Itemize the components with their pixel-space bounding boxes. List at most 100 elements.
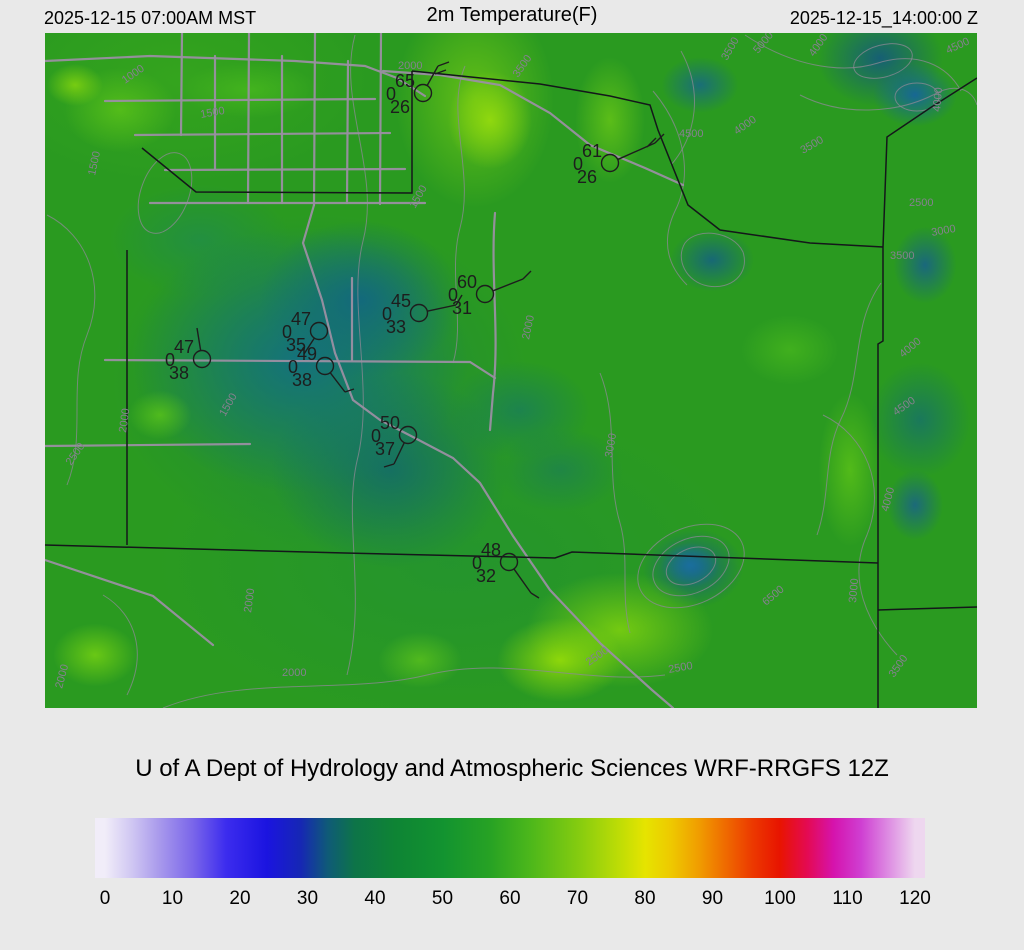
- colorbar-tick: 60: [499, 888, 521, 909]
- interstate-10-road: [301, 203, 675, 708]
- station-center-value: 0: [573, 154, 583, 174]
- station-circle-icon: [475, 284, 495, 304]
- station-dewpoint: 32: [476, 566, 496, 586]
- station-circle-icon: [315, 356, 335, 376]
- contour-elevation-label: 3500: [890, 250, 914, 262]
- contour-elevation-label: 2000: [117, 408, 132, 434]
- station-dewpoint: 26: [577, 167, 597, 187]
- contour-elevation-label: 3500: [511, 53, 535, 80]
- contour-elevation-label: 4000: [732, 114, 759, 138]
- contour-elevation-label: 1500: [199, 105, 225, 121]
- contour-elevation-label: 4500: [679, 128, 703, 140]
- wind-barb-icon: [427, 294, 463, 312]
- contour-elevation-label: 4000: [897, 335, 923, 360]
- station-circle-icon: [192, 349, 212, 369]
- colorbar-tick: 50: [431, 888, 454, 909]
- colorbar-tick: 20: [229, 888, 251, 909]
- station-circle-icon: [398, 425, 418, 445]
- contour-elevation-label: 2000: [520, 314, 537, 340]
- contour-elevation-label: 4500: [891, 395, 918, 419]
- contour-elevation-label: 2000: [53, 663, 71, 690]
- contour-elevation-label: 4000: [879, 486, 897, 513]
- contour-elevation-label: 2000: [242, 588, 257, 614]
- station-temperature: 45: [391, 291, 411, 311]
- station-temperature: 47: [174, 337, 194, 357]
- station-dewpoint: 35: [286, 335, 306, 355]
- station-center-value: 0: [165, 350, 175, 370]
- temperature-colorbar: [95, 818, 925, 878]
- station-circle-icon: [499, 552, 519, 572]
- colorbar-tick: 0: [99, 888, 111, 909]
- colorbar-tick: 10: [161, 888, 184, 909]
- contour-elevation-label: 3000: [930, 223, 956, 239]
- wind-barb-icon: [329, 372, 355, 393]
- contour-elevation-label: 3000: [847, 578, 861, 603]
- contour-elevation-label: 3000: [603, 432, 619, 458]
- contour-elevation-label: 2500: [667, 660, 693, 676]
- contour-elevation-label: 4500: [944, 35, 971, 56]
- wind-barb-icon: [513, 568, 540, 599]
- station-circle-icon: [309, 321, 329, 341]
- station-center-value: 0: [371, 426, 381, 446]
- station-dewpoint: 31: [452, 298, 472, 318]
- station-circle-icon: [409, 303, 429, 323]
- station-temperature: 48: [481, 540, 501, 560]
- wind-barb-icon: [196, 327, 202, 351]
- station-temperature: 65: [395, 71, 415, 91]
- station-dewpoint: 38: [169, 363, 189, 383]
- colorbar-tick: 40: [364, 888, 386, 909]
- wind-barb-icon: [303, 338, 315, 355]
- station-plots-layer: 6502661026600314503347035490384703850037…: [165, 61, 665, 599]
- station-center-value: 0: [282, 322, 292, 342]
- contour-elevation-label: 3500: [719, 35, 742, 62]
- station-dewpoint: 37: [375, 439, 395, 459]
- station-dewpoint: 26: [390, 97, 410, 117]
- page-title: 2m Temperature(F): [426, 4, 598, 26]
- station-center-value: 0: [288, 357, 298, 377]
- colorbar-tick: 120: [899, 888, 931, 909]
- contour-elevation-label: 1500: [217, 391, 240, 418]
- valid-time-local: 2025-12-15 07:00AM MST: [44, 8, 257, 28]
- contour-elevation-label: 5000: [751, 33, 776, 56]
- station-temperature: 47: [291, 309, 311, 329]
- colorbar-tick: 90: [701, 888, 724, 909]
- roads-layer: [45, 33, 685, 708]
- wind-barb-icon: [426, 61, 450, 86]
- station-circle-icon: [413, 83, 433, 103]
- model-credit: U of A Dept of Hydrology and Atmospheric…: [135, 755, 889, 782]
- colorbar-tick: 30: [296, 888, 319, 909]
- colorbar-tick-labels: 0 10 20 30 40 50 60 70 80 90 100 110 120: [0, 888, 1024, 914]
- contour-elevation-label: 2000: [282, 667, 306, 679]
- station-center-value: 0: [472, 553, 482, 573]
- colorbar-tick: 100: [764, 888, 796, 909]
- colorbar-tick: 110: [832, 888, 863, 909]
- contour-elevation-label: 2500: [909, 197, 933, 209]
- contour-elevation-label: 3500: [887, 653, 911, 680]
- contour-elevation-label: 4000: [931, 87, 945, 112]
- wind-barb-icon: [383, 442, 405, 468]
- contour-elevation-label: 4000: [807, 33, 831, 59]
- station-dewpoint: 38: [292, 370, 312, 390]
- boundaries-layer: [45, 70, 977, 708]
- temperature-map: 1000 1500 1500 2000 3500 1500 3500 5000 4000 4500…: [45, 33, 977, 708]
- wind-barb-icon: [493, 270, 532, 292]
- valid-time-utc: 2025-12-15_14:00:00 Z: [789, 8, 978, 28]
- contour-elevation-label: 2000: [398, 60, 422, 72]
- station-temperature: 50: [380, 413, 400, 433]
- station-temperature: 49: [297, 344, 317, 364]
- contour-elevation-label: 1500: [86, 150, 103, 176]
- contour-elevation-label: 1000: [120, 63, 147, 87]
- station-temperature: 61: [582, 141, 602, 161]
- colorbar-tick: 70: [566, 888, 589, 909]
- colorbar-tick: 80: [634, 888, 656, 909]
- contour-elevation-label: 3500: [799, 134, 826, 157]
